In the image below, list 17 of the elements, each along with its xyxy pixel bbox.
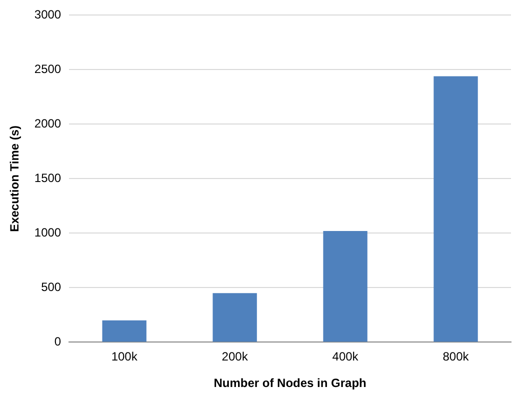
- x-tick-label: 100k: [111, 350, 138, 364]
- y-tick-label: 2500: [34, 62, 62, 76]
- bar: [323, 231, 368, 342]
- y-axis-title: Execution Time (s): [8, 125, 22, 232]
- y-tick-label: 1000: [34, 226, 62, 240]
- bar: [212, 293, 257, 342]
- x-tick-label: 200k: [222, 350, 249, 364]
- y-tick-label: 500: [41, 280, 62, 294]
- x-tick-label: 400k: [332, 350, 360, 364]
- x-tick-label: 800k: [442, 350, 470, 364]
- bar: [102, 320, 146, 342]
- y-tick-label: 0: [54, 334, 62, 349]
- bar: [434, 76, 478, 342]
- y-tick-label: 3000: [34, 8, 62, 22]
- y-tick-label: 2000: [34, 116, 62, 131]
- y-tick-label: 1500: [34, 171, 62, 186]
- x-axis-title: Number of Nodes in Graph: [214, 376, 366, 390]
